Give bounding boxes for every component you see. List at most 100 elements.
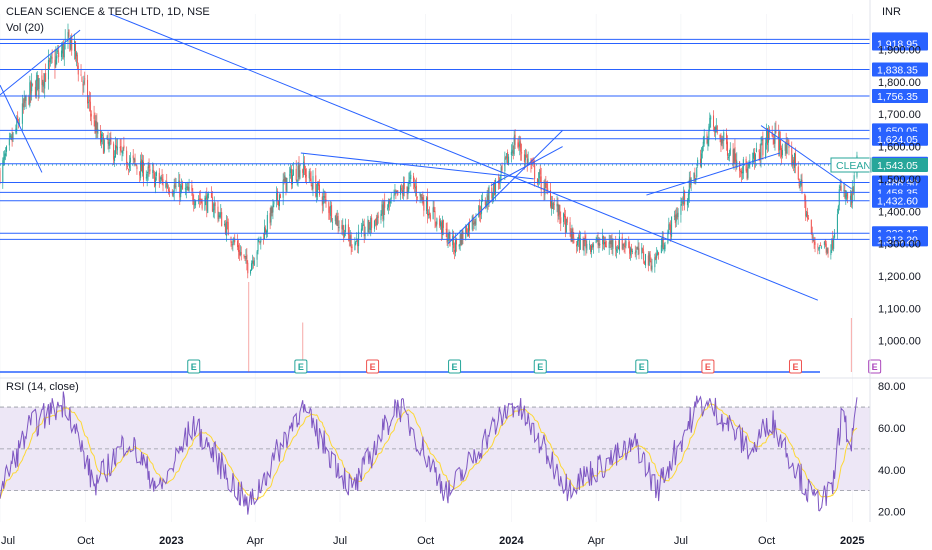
candle-body [682, 203, 684, 204]
candle-body [436, 218, 438, 225]
candle-body [480, 213, 482, 215]
candle-body [21, 103, 23, 124]
candle-body [693, 173, 695, 179]
candle-body [707, 139, 709, 146]
candle-body [129, 157, 131, 163]
candle-body [753, 152, 755, 159]
candle-body [335, 213, 337, 224]
candle-body [0, 170, 1, 183]
candle-body [201, 199, 203, 209]
candle-body [345, 224, 347, 232]
candle-body [328, 202, 330, 213]
candle-body [486, 193, 488, 206]
candle-body [44, 74, 46, 89]
candle-body [741, 171, 743, 174]
earnings-marker [366, 359, 380, 374]
candle-body [849, 195, 851, 200]
candle-body [224, 223, 226, 234]
candle-body [468, 222, 470, 231]
candle-body [801, 180, 803, 193]
candle-body [647, 255, 649, 266]
y-tick-label: 1,300.00 [878, 239, 921, 251]
candle-body [223, 223, 225, 225]
candle-body [543, 187, 545, 193]
candle-body [586, 243, 588, 251]
candle-body [42, 82, 44, 87]
candle-body [334, 215, 336, 222]
candle-body [766, 130, 768, 144]
candle-body [36, 74, 38, 82]
candle-body [74, 41, 76, 52]
candle-body [231, 243, 233, 245]
candle-body [265, 230, 267, 235]
candle-body [373, 220, 375, 229]
candle-body [37, 75, 39, 92]
candle-body [152, 169, 154, 173]
candle-body [123, 145, 125, 149]
rsi-pane [0, 391, 870, 515]
candle-body [180, 185, 182, 198]
candle-body [184, 187, 186, 190]
candle-body [195, 200, 197, 206]
candle-body [100, 130, 102, 144]
candle-body [767, 128, 769, 145]
candle-body [62, 43, 64, 57]
volume-indicator-label[interactable]: Vol (20) [6, 22, 44, 34]
rsi-indicator-label[interactable]: RSI (14, close) [6, 381, 79, 393]
candle-body [710, 116, 712, 120]
candle-body [537, 179, 539, 183]
candle-body [147, 166, 149, 174]
candle-body [807, 211, 809, 219]
candle-body [616, 249, 618, 252]
candle-body [785, 141, 787, 154]
candle-body [539, 170, 541, 175]
candle-body [684, 191, 686, 205]
candle-body [591, 244, 593, 248]
candle-body [135, 163, 137, 166]
candle-body [794, 153, 796, 168]
candle-body [30, 81, 32, 94]
candle-body [208, 193, 210, 195]
candle-body [199, 198, 201, 200]
candle-body [728, 154, 730, 157]
currency-label[interactable]: INR [882, 6, 901, 18]
candle-body [804, 193, 806, 201]
candle-body [732, 149, 734, 164]
candle-body [423, 201, 425, 211]
last-price-tag [872, 157, 928, 172]
candle-body [630, 248, 632, 256]
price-level-tag [872, 62, 928, 77]
candle-body [510, 151, 512, 155]
price-level-tag [872, 232, 928, 247]
candle-body [520, 142, 522, 152]
candle-body [5, 153, 7, 156]
candle-body [566, 217, 568, 223]
candle-body [721, 138, 723, 144]
volume-pane [0, 282, 852, 373]
candle-body [410, 174, 412, 180]
candle-body [649, 254, 651, 262]
candle-body [226, 221, 228, 223]
trendline [490, 146, 563, 186]
candle-body [623, 243, 625, 246]
candle-body [165, 182, 167, 188]
candle-body [310, 178, 312, 184]
candle-body [207, 193, 209, 213]
candle-body [547, 188, 549, 190]
price-level-tag [872, 89, 928, 104]
candle-body [193, 200, 195, 205]
x-tick-label: 2025 [840, 535, 864, 547]
candle-body [400, 186, 402, 195]
candle-body [4, 153, 6, 159]
candle-body [599, 244, 601, 245]
candle-body [458, 244, 460, 247]
candle-body [126, 150, 128, 166]
candle-body [329, 213, 331, 215]
candle-body [245, 256, 247, 259]
candle-body [552, 202, 554, 210]
candle-body [213, 204, 215, 211]
candle-body [754, 154, 756, 160]
candle-body [545, 183, 547, 185]
candle-body [309, 172, 311, 180]
candle-body [670, 224, 672, 236]
